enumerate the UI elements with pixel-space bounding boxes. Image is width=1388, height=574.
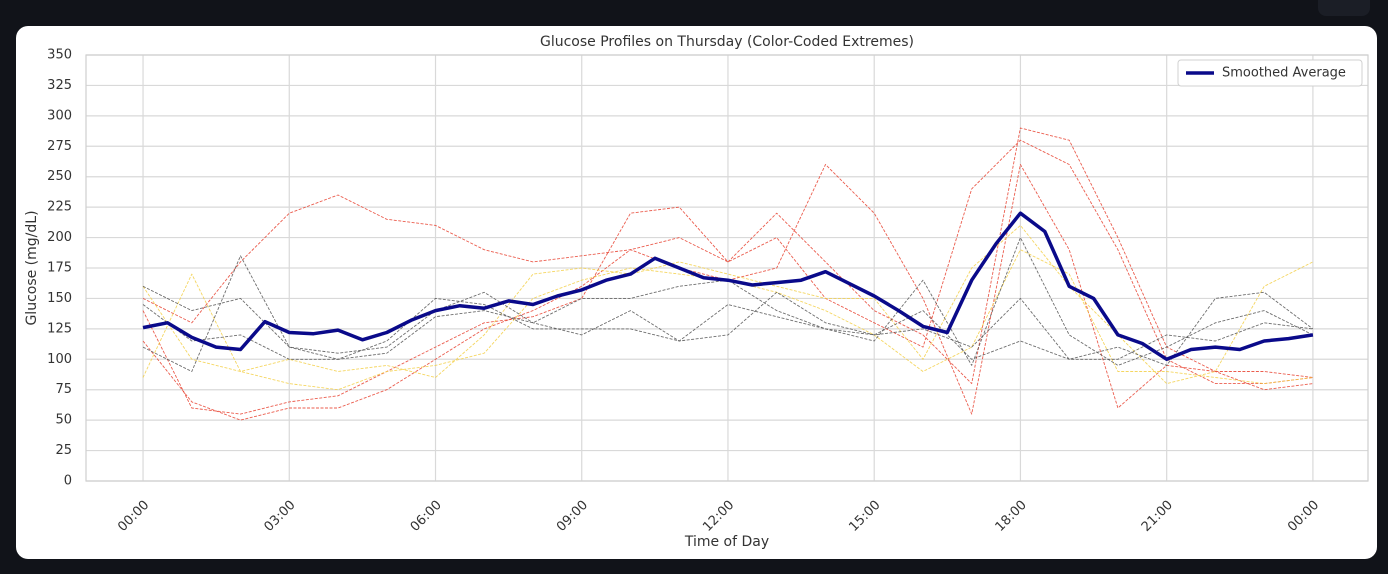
y-tick-label: 200 — [47, 230, 72, 245]
chart-title: Glucose Profiles on Thursday (Color-Code… — [540, 34, 914, 50]
y-tick-label: 150 — [47, 291, 72, 306]
y-axis-label: Glucose (mg/dL) — [24, 210, 40, 325]
x-tick-label: 00:00 — [115, 498, 152, 535]
x-tick-label: 06:00 — [408, 498, 445, 535]
y-tick-label: 225 — [47, 200, 72, 215]
legend: Smoothed Average — [1177, 59, 1363, 87]
profile-line — [142, 139, 1313, 385]
y-tick-label: 25 — [55, 443, 72, 458]
y-tick-label: 325 — [47, 78, 72, 93]
x-tick-label: 12:00 — [700, 498, 737, 535]
x-tick-label: 21:00 — [1139, 498, 1176, 535]
y-tick-label: 300 — [47, 108, 72, 123]
y-tick-label: 0 — [64, 474, 72, 489]
x-tick-label: 09:00 — [554, 498, 591, 535]
x-tick-label: 00:00 — [1285, 498, 1322, 535]
x-axis-label: Time of Day — [684, 534, 769, 550]
chart-card — [16, 26, 1377, 559]
x-tick-label: 15:00 — [846, 498, 883, 535]
y-tick-label: 100 — [47, 352, 72, 367]
legend-label: Smoothed Average — [1222, 66, 1346, 81]
legend-box — [1177, 59, 1363, 87]
average-line — [142, 211, 1314, 362]
y-tick-label: 50 — [55, 413, 72, 428]
y-tick-label: 125 — [47, 321, 72, 336]
y-tick-label: 275 — [47, 139, 72, 154]
plot-frame — [85, 54, 1369, 482]
y-tick-label: 175 — [47, 261, 72, 276]
window-control — [1318, 0, 1370, 16]
y-tick-label: 350 — [47, 48, 72, 63]
x-tick-label: 03:00 — [261, 498, 298, 535]
y-tick-label: 75 — [55, 382, 72, 397]
profile-line — [142, 127, 1313, 415]
profile-line — [142, 237, 1314, 372]
y-tick-label: 250 — [47, 169, 72, 184]
profile-line — [142, 285, 1314, 366]
x-tick-label: 18:00 — [993, 498, 1030, 535]
